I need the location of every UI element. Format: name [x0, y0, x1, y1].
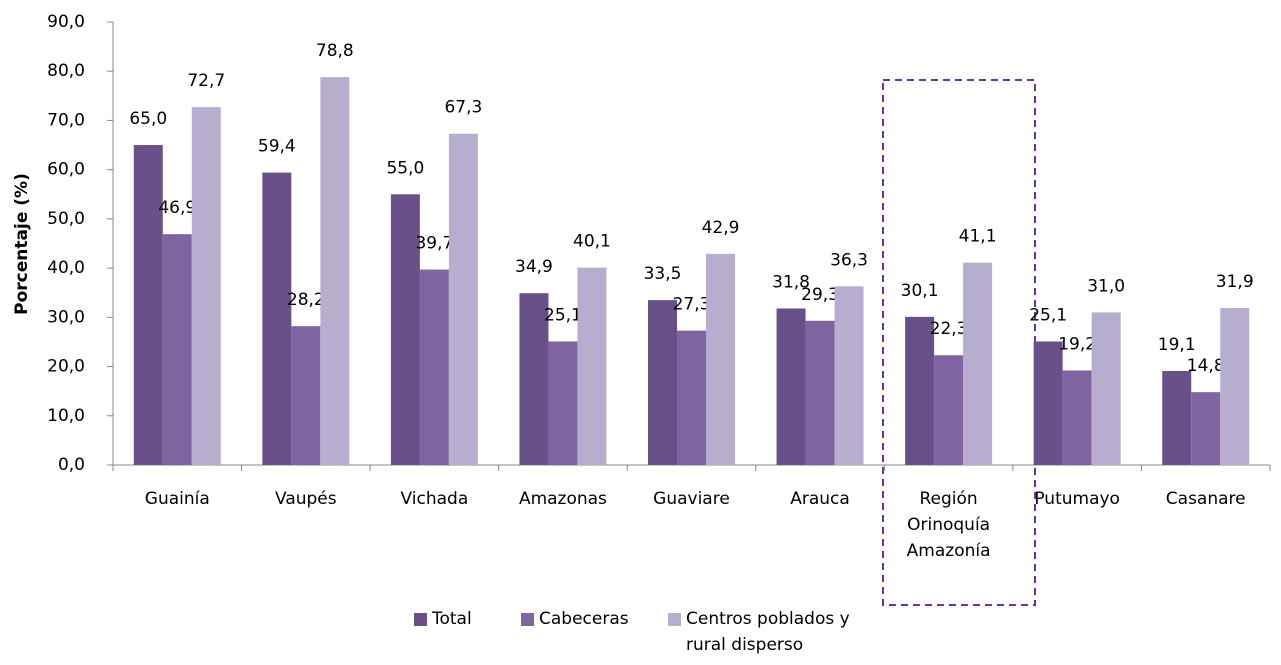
- data-label: 25,1: [1029, 305, 1067, 325]
- data-label: 14,8: [1187, 356, 1225, 376]
- y-tick-label: 40,0: [47, 258, 85, 278]
- bar: [1220, 307, 1250, 465]
- bar: [805, 320, 835, 465]
- data-label: 59,4: [258, 137, 296, 157]
- y-tick-label: 0,0: [58, 455, 85, 475]
- bar: [706, 253, 735, 465]
- bar: [291, 326, 321, 465]
- bar: [262, 172, 292, 465]
- bar: [905, 316, 935, 465]
- data-label: 39,7: [415, 234, 453, 254]
- x-tick-label: Putumayo: [1034, 489, 1120, 509]
- legend-swatch: [668, 613, 681, 626]
- bar: [548, 341, 578, 465]
- data-label: 34,9: [515, 257, 553, 277]
- bar: [448, 133, 478, 466]
- bar: [191, 107, 221, 465]
- bar: [320, 77, 350, 465]
- data-label: 19,1: [1158, 335, 1196, 355]
- bar: [133, 145, 163, 466]
- data-label: 65,0: [129, 109, 167, 129]
- y-tick-label: 50,0: [47, 209, 85, 229]
- bar: [834, 286, 864, 465]
- bar: [1062, 370, 1092, 465]
- y-tick-label: 20,0: [47, 357, 85, 377]
- bar: [648, 300, 677, 465]
- data-label: 30,1: [901, 281, 939, 301]
- bar: [390, 194, 420, 465]
- data-label: 78,8: [316, 41, 354, 61]
- x-tick-label: Vaupés: [275, 489, 337, 509]
- data-label: 22,3: [930, 319, 968, 339]
- data-label: 31,8: [772, 272, 810, 292]
- data-label: 46,9: [158, 198, 196, 218]
- y-tick-label: 70,0: [47, 110, 85, 130]
- legend-swatch: [521, 613, 534, 626]
- data-label: 41,1: [959, 227, 997, 247]
- x-tick-label: Amazonas: [518, 489, 607, 509]
- data-label: 33,5: [644, 264, 682, 284]
- bar: [934, 355, 964, 465]
- y-axis-label: Porcentaje (%): [12, 173, 32, 315]
- x-tick-label: Región Orinoquía Amazonía: [906, 489, 991, 561]
- bar: [1091, 312, 1121, 465]
- bar: [963, 262, 993, 465]
- y-tick-label: 30,0: [47, 307, 85, 327]
- y-tick-label: 60,0: [47, 160, 85, 180]
- data-label: 29,3: [801, 285, 839, 305]
- y-tick-label: 90,0: [47, 12, 85, 32]
- data-label: 40,1: [573, 232, 611, 252]
- data-label: 25,1: [544, 305, 582, 325]
- bar: [519, 293, 549, 465]
- y-tick-label: 80,0: [47, 61, 85, 81]
- bar: [577, 267, 607, 465]
- bar: [1162, 370, 1192, 465]
- data-label: 55,0: [386, 158, 424, 178]
- legend-swatch: [414, 613, 427, 626]
- data-label: 31,9: [1216, 272, 1254, 292]
- bar: [776, 308, 806, 465]
- legend-label: Cabeceras: [539, 609, 629, 629]
- data-label: 28,2: [287, 290, 325, 310]
- data-label: 42,9: [702, 218, 740, 238]
- bar: [1191, 392, 1221, 465]
- data-label: 19,2: [1058, 334, 1096, 354]
- x-tick-label: Arauca: [790, 489, 850, 509]
- data-label: 36,3: [830, 250, 868, 270]
- x-tick-label: Guaviare: [653, 489, 730, 509]
- legend-label: Total: [432, 609, 472, 629]
- data-label: 67,3: [444, 98, 482, 118]
- x-tick-label: Casanare: [1165, 489, 1246, 509]
- data-label: 72,7: [187, 71, 225, 91]
- y-tick-label: 10,0: [47, 406, 85, 426]
- x-tick-label: Guainía: [144, 489, 210, 509]
- legend-label: Centros poblados y rural disperso: [686, 609, 850, 655]
- data-label: 31,0: [1087, 276, 1125, 296]
- x-tick-label: Vichada: [400, 489, 469, 509]
- data-label: 27,3: [673, 295, 711, 315]
- bar: [419, 269, 449, 465]
- bar: [162, 234, 192, 465]
- bar: [677, 330, 706, 465]
- bar: [1033, 341, 1063, 465]
